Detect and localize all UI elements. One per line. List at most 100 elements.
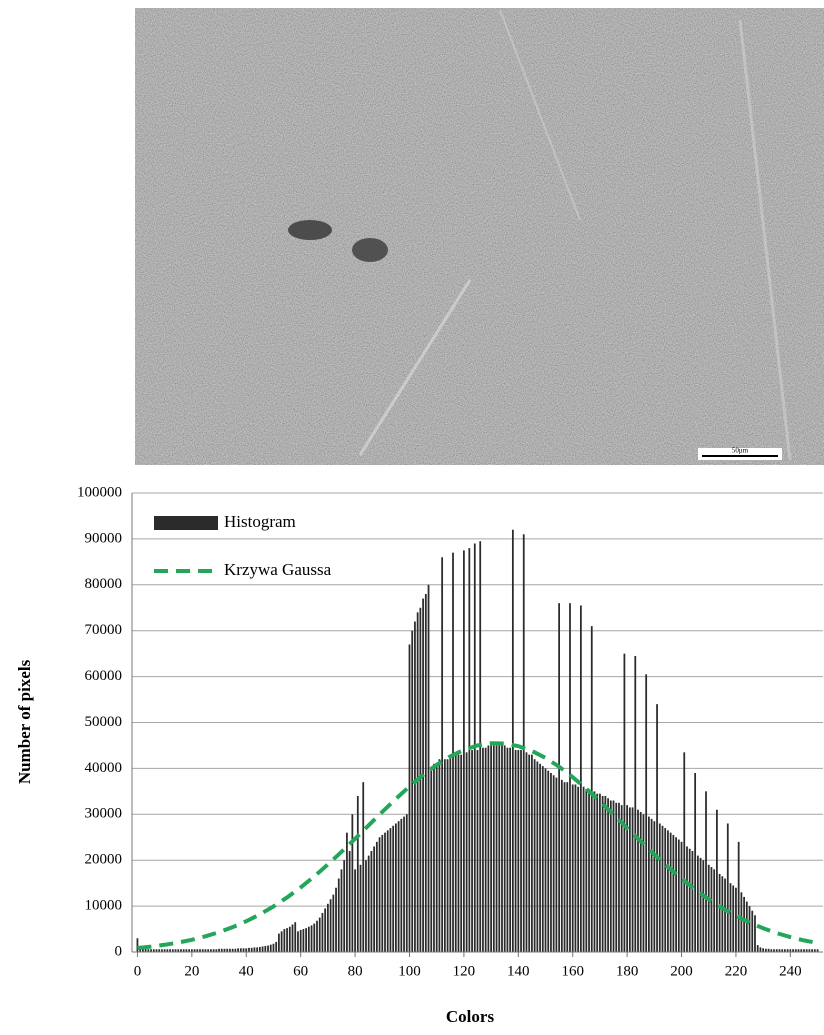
histogram-bar bbox=[376, 842, 378, 952]
histogram-bar bbox=[550, 773, 552, 952]
y-tick-label: 10000 bbox=[85, 898, 123, 914]
histogram-bar bbox=[602, 796, 604, 952]
x-tick-label: 160 bbox=[561, 963, 584, 979]
histogram-bar bbox=[395, 823, 397, 952]
histogram-bar bbox=[251, 948, 253, 952]
histogram-bar bbox=[664, 828, 666, 952]
histogram-bar bbox=[727, 823, 729, 952]
histogram-bar bbox=[303, 929, 305, 952]
histogram-bar bbox=[564, 782, 566, 952]
histogram-bar bbox=[591, 626, 593, 952]
histogram-bar bbox=[694, 773, 696, 952]
histogram-bar bbox=[730, 883, 732, 952]
histogram-bar bbox=[365, 860, 367, 952]
histogram-bar bbox=[512, 530, 514, 952]
histogram-bar bbox=[751, 911, 753, 952]
histogram-bar bbox=[137, 938, 139, 952]
histogram-bar bbox=[743, 897, 745, 952]
histogram-bar bbox=[316, 921, 318, 952]
histogram-bar bbox=[509, 748, 511, 952]
histogram-bar bbox=[381, 835, 383, 952]
histogram-bar bbox=[338, 879, 340, 952]
histogram-bar bbox=[322, 913, 324, 952]
y-tick-label: 60000 bbox=[85, 668, 123, 684]
histogram-bar bbox=[629, 807, 631, 952]
histogram-bar bbox=[700, 858, 702, 952]
histogram-bar bbox=[588, 789, 590, 952]
histogram-bar bbox=[400, 819, 402, 952]
histogram-bar bbox=[637, 810, 639, 952]
histogram-bar bbox=[403, 817, 405, 952]
histogram-bar bbox=[240, 948, 242, 952]
histogram-bar bbox=[702, 860, 704, 952]
histogram-bar bbox=[585, 789, 587, 952]
histogram-bar bbox=[643, 814, 645, 952]
histogram-bar bbox=[741, 892, 743, 952]
histogram-bar bbox=[286, 928, 288, 952]
histogram-bar bbox=[447, 759, 449, 952]
histogram-bar bbox=[477, 750, 479, 952]
histogram-bar bbox=[604, 796, 606, 952]
histogram-bar bbox=[515, 750, 517, 952]
histogram-bar bbox=[504, 745, 506, 952]
histogram-bar bbox=[721, 876, 723, 952]
histogram-bar bbox=[351, 814, 353, 952]
histogram-bar bbox=[561, 780, 563, 952]
histogram-bar bbox=[656, 704, 658, 952]
histogram-bar bbox=[332, 895, 334, 952]
histogram-bar bbox=[349, 851, 351, 952]
histogram-bar bbox=[292, 924, 294, 952]
histogram-bar bbox=[357, 796, 359, 952]
histogram-bar bbox=[237, 948, 239, 952]
x-tick-label: 140 bbox=[507, 963, 530, 979]
histogram-bar bbox=[648, 817, 650, 952]
histogram-bar bbox=[308, 927, 310, 952]
histogram-bar bbox=[536, 762, 538, 952]
pit bbox=[288, 220, 332, 240]
y-tick-label: 20000 bbox=[85, 852, 123, 868]
histogram-bar bbox=[490, 745, 492, 952]
histogram-bar bbox=[384, 833, 386, 952]
x-tick-label: 200 bbox=[670, 963, 693, 979]
histogram-bar bbox=[425, 594, 427, 952]
histogram-bar bbox=[675, 837, 677, 952]
micrograph-texture bbox=[135, 8, 824, 465]
histogram-bar bbox=[482, 748, 484, 952]
histogram-bar bbox=[517, 750, 519, 952]
histogram-bar bbox=[281, 931, 283, 952]
histogram-bar bbox=[534, 759, 536, 952]
histogram-bar bbox=[433, 764, 435, 952]
x-tick-label: 60 bbox=[293, 963, 308, 979]
histogram-bar bbox=[719, 874, 721, 952]
histogram-bar bbox=[360, 865, 362, 952]
y-tick-label: 70000 bbox=[85, 622, 123, 638]
histogram-bar bbox=[460, 755, 462, 952]
scale-bar-label: 50μm bbox=[732, 447, 749, 455]
histogram-bar bbox=[305, 928, 307, 952]
histogram-bar bbox=[705, 791, 707, 952]
histogram-bar bbox=[362, 782, 364, 952]
histogram-bar bbox=[716, 810, 718, 952]
x-tick-label: 180 bbox=[616, 963, 639, 979]
histogram-bar bbox=[732, 885, 734, 952]
histogram-bar bbox=[392, 826, 394, 952]
histogram-bar bbox=[496, 745, 498, 952]
histogram-bar bbox=[689, 849, 691, 952]
x-tick-label: 220 bbox=[725, 963, 748, 979]
histogram-bar bbox=[596, 794, 598, 952]
x-tick-label: 20 bbox=[184, 963, 199, 979]
histogram-bar bbox=[294, 922, 296, 952]
histogram-bar bbox=[458, 755, 460, 952]
histogram-bar bbox=[487, 745, 489, 952]
x-axis-title: Colors bbox=[446, 1007, 495, 1026]
micrograph: 50μm bbox=[135, 8, 824, 465]
histogram-bar bbox=[520, 750, 522, 952]
histogram-bar bbox=[634, 656, 636, 952]
histogram-bar bbox=[632, 807, 634, 952]
histogram-bar bbox=[270, 945, 272, 952]
histogram-bar bbox=[398, 821, 400, 952]
figure: 50μm Colors Number of pixels 01000020000… bbox=[0, 0, 824, 1030]
histogram-bar bbox=[672, 835, 674, 952]
histogram-bar bbox=[526, 752, 528, 952]
histogram-bar bbox=[607, 798, 609, 952]
